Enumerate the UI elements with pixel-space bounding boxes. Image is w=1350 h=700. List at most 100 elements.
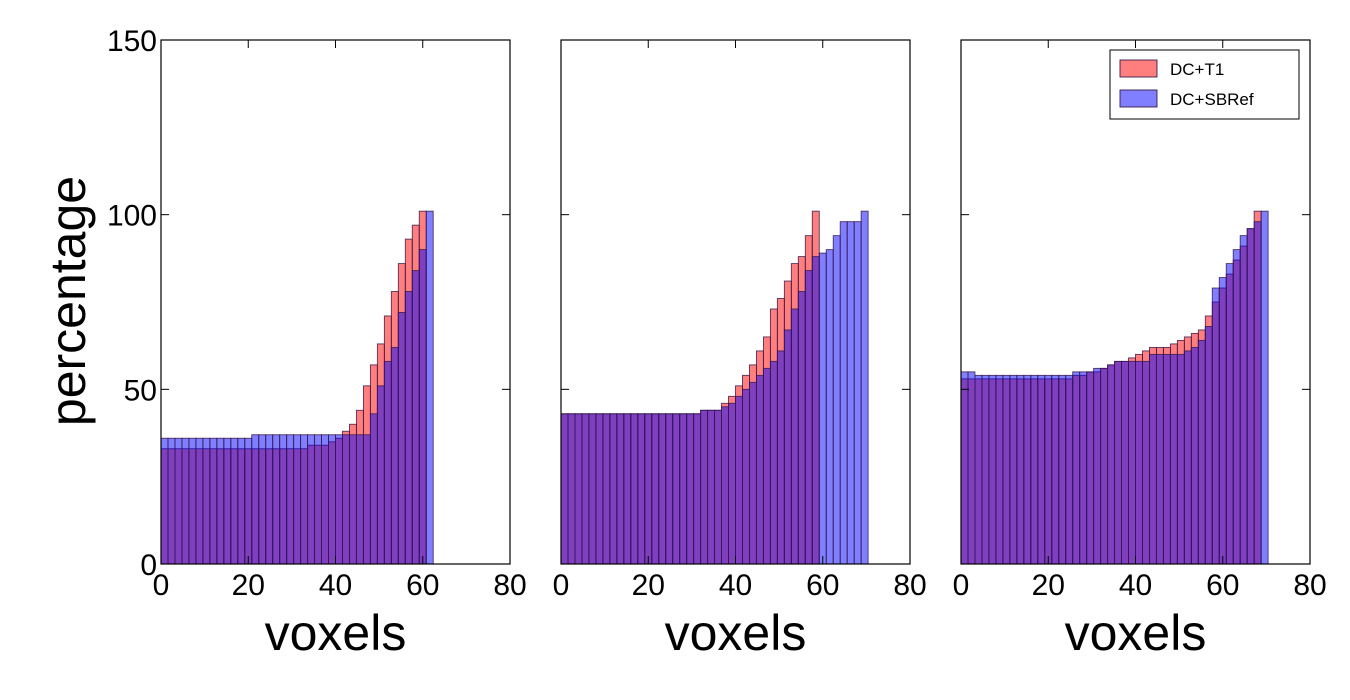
legend-label: DC+SBRef bbox=[1170, 90, 1254, 109]
x-tick-label: 40 bbox=[1119, 569, 1152, 602]
bar bbox=[362, 434, 371, 565]
bar bbox=[742, 388, 750, 565]
bar bbox=[1232, 249, 1241, 565]
bar bbox=[665, 413, 674, 565]
bar bbox=[1100, 367, 1109, 565]
bar bbox=[1128, 360, 1136, 565]
bar bbox=[244, 437, 253, 565]
bar bbox=[286, 434, 295, 565]
bar bbox=[686, 413, 695, 565]
bar bbox=[1107, 364, 1116, 565]
bar bbox=[658, 413, 667, 565]
bar bbox=[700, 409, 709, 565]
x-tick-label: 60 bbox=[1206, 569, 1239, 602]
bar bbox=[321, 434, 329, 565]
x-tick-label: 40 bbox=[319, 569, 352, 602]
bar bbox=[251, 434, 260, 565]
panel-left: 0 20 40 60 80 0 50 100 150 voxels bbox=[107, 25, 527, 661]
bar bbox=[300, 434, 309, 565]
bar bbox=[790, 308, 799, 565]
bar bbox=[1121, 360, 1129, 565]
x-tick-label: 60 bbox=[806, 569, 839, 602]
x-tick-label: 20 bbox=[232, 569, 265, 602]
bar bbox=[1183, 350, 1192, 565]
bar bbox=[1079, 371, 1088, 565]
bar bbox=[307, 434, 316, 565]
x-tick-label: 80 bbox=[1293, 569, 1326, 602]
bar bbox=[644, 413, 653, 565]
bar bbox=[853, 221, 862, 565]
bar bbox=[1009, 374, 1018, 565]
bar bbox=[637, 413, 646, 565]
bar bbox=[376, 385, 385, 565]
bar bbox=[383, 360, 392, 565]
x-tick-label: 20 bbox=[632, 569, 665, 602]
bar bbox=[1176, 353, 1185, 565]
x-tick-label: 60 bbox=[406, 569, 439, 602]
bar bbox=[804, 270, 813, 565]
bar bbox=[223, 437, 232, 565]
bar bbox=[846, 221, 855, 565]
bar bbox=[1246, 228, 1255, 565]
y-tick-label: 150 bbox=[107, 25, 157, 58]
bar bbox=[1058, 374, 1067, 565]
bar bbox=[174, 437, 183, 565]
y-tick-label: 100 bbox=[107, 200, 157, 233]
bar bbox=[160, 437, 169, 565]
bar bbox=[818, 252, 827, 565]
legend-swatch bbox=[1119, 89, 1158, 108]
bar bbox=[1253, 221, 1262, 565]
bar bbox=[349, 434, 357, 565]
bar bbox=[195, 437, 204, 565]
legend-label: DC+T1 bbox=[1170, 60, 1224, 79]
bar bbox=[1260, 210, 1269, 565]
bar bbox=[1002, 374, 1011, 565]
bar bbox=[1162, 353, 1171, 565]
series-1 bbox=[960, 210, 1269, 565]
bar bbox=[623, 413, 632, 565]
bar bbox=[651, 413, 660, 565]
bar bbox=[1218, 277, 1227, 565]
bar bbox=[209, 437, 218, 565]
bar bbox=[202, 437, 211, 565]
bar bbox=[272, 434, 281, 565]
bar bbox=[258, 434, 267, 565]
bar bbox=[1204, 326, 1213, 565]
y-tick-label: 50 bbox=[124, 374, 157, 407]
bar bbox=[679, 413, 688, 565]
bar bbox=[1016, 374, 1025, 565]
bar bbox=[342, 434, 350, 565]
bar bbox=[714, 409, 722, 565]
bar bbox=[721, 406, 729, 565]
bar bbox=[1030, 374, 1039, 565]
bar bbox=[418, 249, 427, 565]
bar bbox=[630, 413, 639, 565]
bar bbox=[981, 374, 990, 565]
x-tick-label: 40 bbox=[719, 569, 752, 602]
x-axis-label: voxels bbox=[265, 605, 407, 661]
bar bbox=[237, 437, 246, 565]
legend: DC+T1 DC+SBRef bbox=[1109, 49, 1300, 120]
bar bbox=[1149, 353, 1157, 565]
bar bbox=[960, 371, 969, 565]
bar bbox=[265, 434, 274, 565]
bar bbox=[672, 413, 681, 565]
bar bbox=[216, 437, 225, 565]
bar bbox=[167, 437, 176, 565]
bar bbox=[988, 374, 997, 565]
bar bbox=[707, 409, 716, 565]
x-tick-label: 0 bbox=[553, 569, 570, 602]
bar bbox=[1037, 374, 1046, 565]
bar bbox=[369, 413, 378, 565]
x-tick-label: 0 bbox=[153, 569, 170, 602]
bar bbox=[749, 381, 757, 565]
bar bbox=[769, 360, 778, 565]
bar bbox=[1114, 360, 1122, 565]
bar bbox=[560, 413, 569, 565]
bar bbox=[832, 235, 841, 565]
bar bbox=[811, 256, 820, 565]
bar bbox=[1197, 339, 1206, 565]
panel-middle: 0 20 40 60 80 voxels bbox=[553, 39, 927, 661]
x-tick-label: 80 bbox=[893, 569, 926, 602]
bar bbox=[1211, 287, 1220, 565]
